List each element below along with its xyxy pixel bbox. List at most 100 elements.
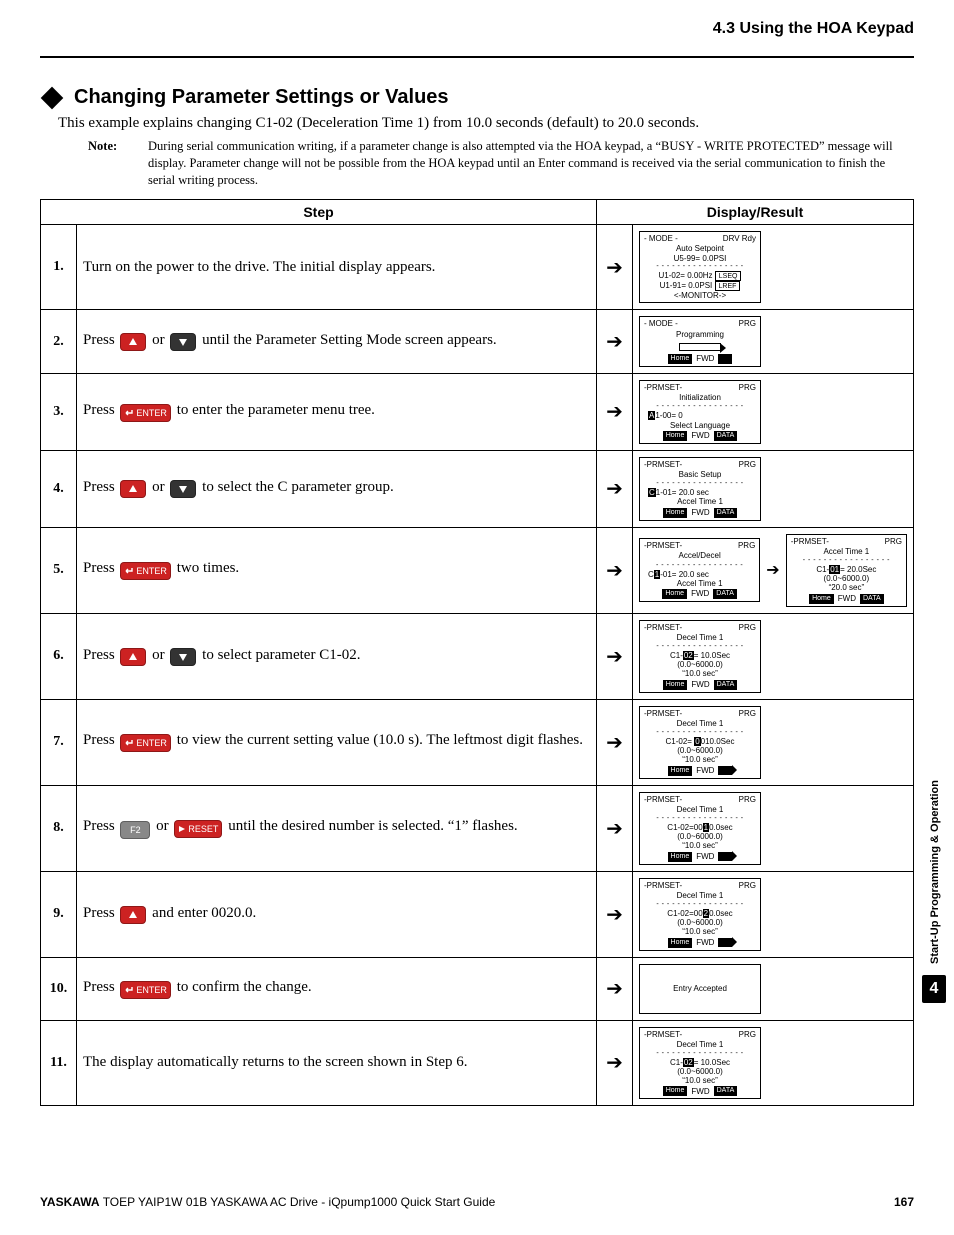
text: Press: [83, 818, 118, 834]
side-tab-label: Start-Up Programming & Operation: [929, 780, 941, 964]
footer: YASKAWA TOEP YAIP1W 01B YASKAWA AC Drive…: [40, 1195, 914, 1209]
lcd-footer: Home FWD DATA: [789, 594, 904, 604]
arrow-icon: ➔: [597, 957, 633, 1020]
text: Press: [83, 560, 118, 576]
steps-table: Step Display/Result 1. Turn on the power…: [40, 199, 914, 1107]
fwd-tag: FWD: [691, 589, 709, 598]
table-row: 8. Press F2 or RESET until the desired n…: [41, 785, 914, 871]
text: to enter the parameter menu tree.: [177, 402, 375, 418]
table-row: 6. Press or to select parameter C1-02. ➔…: [41, 613, 914, 699]
step-text: Press or until the Parameter Setting Mod…: [77, 310, 597, 374]
enter-key-icon: ENTER: [120, 734, 171, 752]
result-cell: -PRMSET-PRG Decel Time 1 - - - - - - - -…: [633, 613, 914, 699]
step-text: Press and enter 0020.0.: [77, 871, 597, 957]
note-label: Note:: [88, 138, 148, 189]
lcd-line: (0.0~6000.0): [642, 746, 758, 755]
arrow-icon: ➔: [597, 527, 633, 613]
lcd-dash: - - - - - - - - - - - - - - - - -: [642, 1050, 758, 1058]
lcd-line: “20.0 sec”: [789, 583, 904, 592]
lcd-hdr-r: PRG: [739, 623, 756, 632]
step-num: 9.: [41, 871, 77, 957]
lcd-hdr-r: PRG: [885, 537, 902, 546]
lcd-title: Accel Time 1: [789, 547, 904, 556]
text: until the Parameter Setting Mode screen …: [202, 332, 497, 348]
step-num: 8.: [41, 785, 77, 871]
step-num: 4.: [41, 450, 77, 527]
lcd-hdr-r: PRG: [739, 709, 756, 718]
table-row: 3. Press ENTER to enter the parameter me…: [41, 373, 914, 450]
section-header: 4.3 Using the HOA Keypad: [40, 20, 914, 38]
footer-brand: YASKAWA: [40, 1195, 100, 1209]
fwd-tag: FWD: [691, 431, 709, 440]
lcd-line: (0.0~6000.0): [789, 574, 904, 583]
text: Press: [83, 979, 118, 995]
lcd-hdr-r: PRG: [739, 795, 756, 804]
step-num: 11.: [41, 1020, 77, 1106]
result-cell: -PRMSET-PRG Decel Time 1 - - - - - - - -…: [633, 871, 914, 957]
lcd-hdr-r: PRG: [739, 319, 756, 328]
lcd-line: (0.0~6000.0): [642, 918, 758, 927]
up-key-icon: [120, 648, 146, 666]
lcd-hdr-r: DRV Rdy: [723, 234, 756, 243]
text: Press: [83, 402, 118, 418]
lcd-tag: LREF: [715, 281, 741, 291]
lcd-line: “10.0 sec”: [642, 927, 758, 936]
data-tag: DATA: [860, 594, 884, 604]
lcd-dash: - - - - - - - - - - - - - - - - -: [642, 901, 758, 909]
arrow-icon: ➔: [597, 871, 633, 957]
lcd-val: = 20.0Sec: [840, 565, 876, 574]
table-row: 9. Press and enter 0020.0. ➔ -PRMSET- PRG…: [41, 871, 914, 957]
down-key-icon: [170, 480, 196, 498]
fwd-tag: FWD: [838, 594, 856, 603]
step-text: The display automatically returns to the…: [77, 1020, 597, 1106]
lcd-line: Accel Time 1: [642, 497, 758, 506]
text: or: [152, 332, 168, 348]
result-cell: -PRMSET-PRG Basic Setup - - - - - - - - …: [633, 450, 914, 527]
key-label: ENTER: [136, 566, 167, 576]
reset-key-icon: RESET: [174, 820, 222, 838]
lcd-panel: -PRMSET-PRG Initialization - - - - - - -…: [639, 380, 761, 444]
result-cell: -PRMSET-PRG Accel/Decel - - - - - - - - …: [633, 527, 914, 613]
lcd-hdr-l: -PRMSET-: [644, 383, 682, 392]
progress-bar-icon: [679, 343, 721, 351]
home-tag: Home: [668, 766, 693, 776]
step-text: Turn on the power to the drive. The init…: [77, 224, 597, 310]
table-row: 4. Press or to select the C parameter gr…: [41, 450, 914, 527]
arrow-icon: ➔: [597, 373, 633, 450]
lcd-line: A1-00= 0: [642, 411, 758, 420]
lcd-hdr-r: PRG: [739, 460, 756, 469]
text: two times.: [177, 560, 240, 576]
result-cell: -PRMSET-PRG Decel Time 1 - - - - - - - -…: [633, 785, 914, 871]
lcd-hdr-l: -PRMSET-: [644, 881, 682, 890]
lcd-panel: -PRMSET-PRG Decel Time 1 - - - - - - - -…: [639, 706, 761, 779]
text: to confirm the change.: [177, 979, 312, 995]
step-num: 1.: [41, 224, 77, 310]
lcd-dash: - - - - - - - - - - - - - - - - -: [642, 263, 758, 271]
lcd-hdr-l: -PRMSET-: [644, 1030, 682, 1039]
lcd-line: “10.0 sec”: [642, 669, 758, 678]
step-num: 10.: [41, 957, 77, 1020]
divider: [40, 56, 914, 58]
lcd-hdr-r: PRG: [739, 881, 756, 890]
table-row: 7. Press ENTER to view the current setti…: [41, 699, 914, 785]
lcd-hdr-l: -PRMSET-: [644, 541, 682, 550]
lcd-title: Accel/Decel: [642, 551, 757, 560]
text: Press: [83, 479, 118, 495]
text: to select parameter C1-02.: [202, 647, 360, 663]
key-label: ENTER: [136, 738, 167, 748]
arrow-tag-icon: [718, 938, 732, 947]
text: Press: [83, 905, 118, 921]
data-tag: DATA: [713, 589, 737, 599]
text: Press: [83, 732, 118, 748]
lcd-line: “10.0 sec”: [642, 755, 758, 764]
fwd-tag: FWD: [691, 508, 709, 517]
note-body: During serial communication writing, if …: [148, 138, 914, 189]
data-tag: DATA: [714, 680, 738, 690]
lcd-hdr-l: -PRMSET-: [644, 795, 682, 804]
table-row: 2. Press or until the Parameter Setting …: [41, 310, 914, 374]
lcd-hdr-r: PRG: [738, 541, 755, 550]
lcd-panel: -PRMSET-PRG Decel Time 1 - - - - - - - -…: [639, 620, 761, 693]
lcd-val: -01= 20.0 sec: [660, 570, 709, 579]
result-cell: - MODE -PRG Programming Home FWD: [633, 310, 914, 374]
lcd-bar: [642, 342, 758, 351]
